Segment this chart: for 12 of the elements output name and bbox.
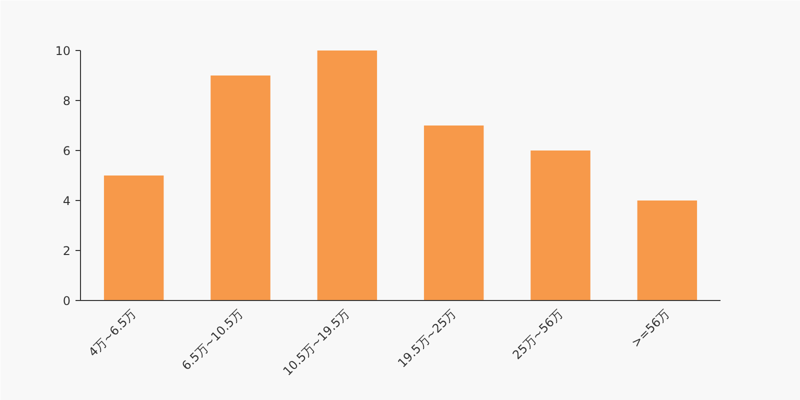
- bar: [424, 126, 484, 300]
- y-tick-label: 6: [62, 144, 71, 158]
- y-tick-label: 4: [62, 194, 71, 208]
- y-tick-label: 2: [62, 244, 71, 258]
- y-tick-label: 10: [55, 44, 71, 58]
- y-tick-label: 8: [62, 94, 71, 108]
- bar: [317, 50, 378, 300]
- y-tick-label: 0: [62, 294, 71, 308]
- bar: [210, 76, 270, 300]
- bar: [530, 150, 590, 300]
- bar: [637, 200, 698, 300]
- bar: [104, 176, 164, 300]
